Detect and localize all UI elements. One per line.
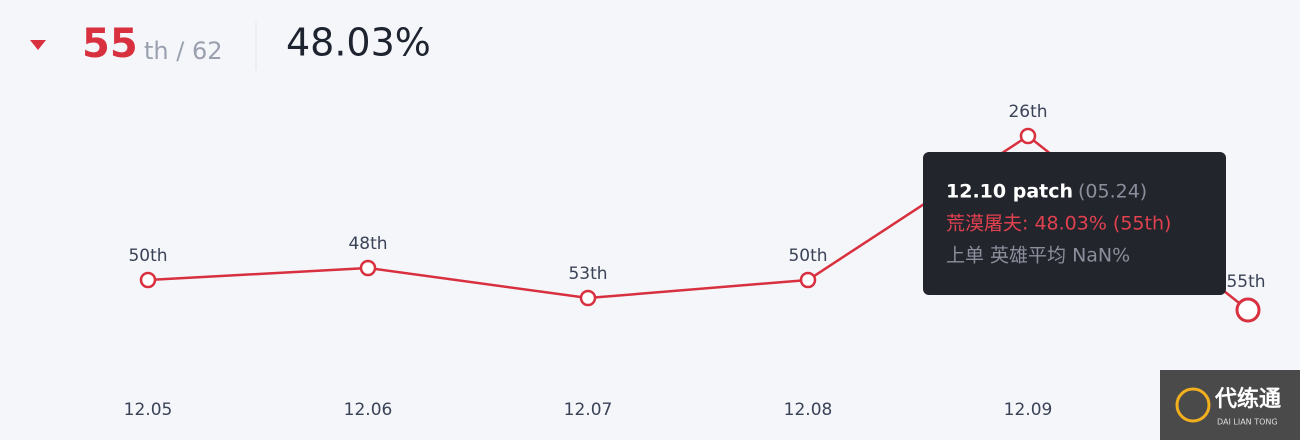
watermark-box: [1160, 370, 1300, 440]
point: [1235, 297, 1261, 323]
value-label: 53th: [568, 264, 607, 284]
tooltip-title: 12.10 patch: [946, 181, 1073, 203]
tooltip-line1: 荒漠屠夫: 48.03% (55th): [946, 213, 1171, 235]
x-tick-label: 12.08: [784, 400, 833, 420]
value-label: 50th: [788, 246, 827, 266]
watermark-logo: [1175, 387, 1211, 423]
x-tick-label: 12.06: [344, 400, 393, 420]
watermark: 代练通 DAI LIAN TONG: [1160, 370, 1300, 440]
value-label: 55th: [1226, 272, 1265, 292]
tooltip-date: (05.24): [1078, 181, 1147, 203]
tooltip: 12.10 patch (05.24) 荒漠屠夫: 48.03% (55th) …: [923, 152, 1226, 295]
x-tick-label: 12.05: [124, 400, 173, 420]
point: [139, 271, 157, 289]
win-rate: 48.03%: [286, 21, 431, 65]
value-label: 48th: [348, 234, 387, 254]
watermark-sub: DAI LIAN TONG: [1217, 418, 1278, 427]
rank-down-icon: [30, 40, 46, 50]
point: [579, 289, 597, 307]
point: [1019, 127, 1037, 145]
value-label: 50th: [128, 246, 167, 266]
point: [359, 259, 377, 277]
x-tick-label: 12.07: [564, 400, 613, 420]
rank: 55: [82, 21, 138, 67]
value-label: 26th: [1008, 102, 1047, 122]
rank-suffix: th / 62: [144, 37, 223, 65]
point: [799, 271, 817, 289]
tooltip-line2: 上单 英雄平均 NaN%: [946, 245, 1130, 267]
x-tick-label: 12.09: [1004, 400, 1053, 420]
watermark-name: 代练通: [1214, 386, 1281, 412]
plot: 50th 12.05 48th 12.06 53th 12.07 50th 12.08 26th…: [124, 102, 1266, 420]
tooltip-box: [923, 152, 1226, 295]
